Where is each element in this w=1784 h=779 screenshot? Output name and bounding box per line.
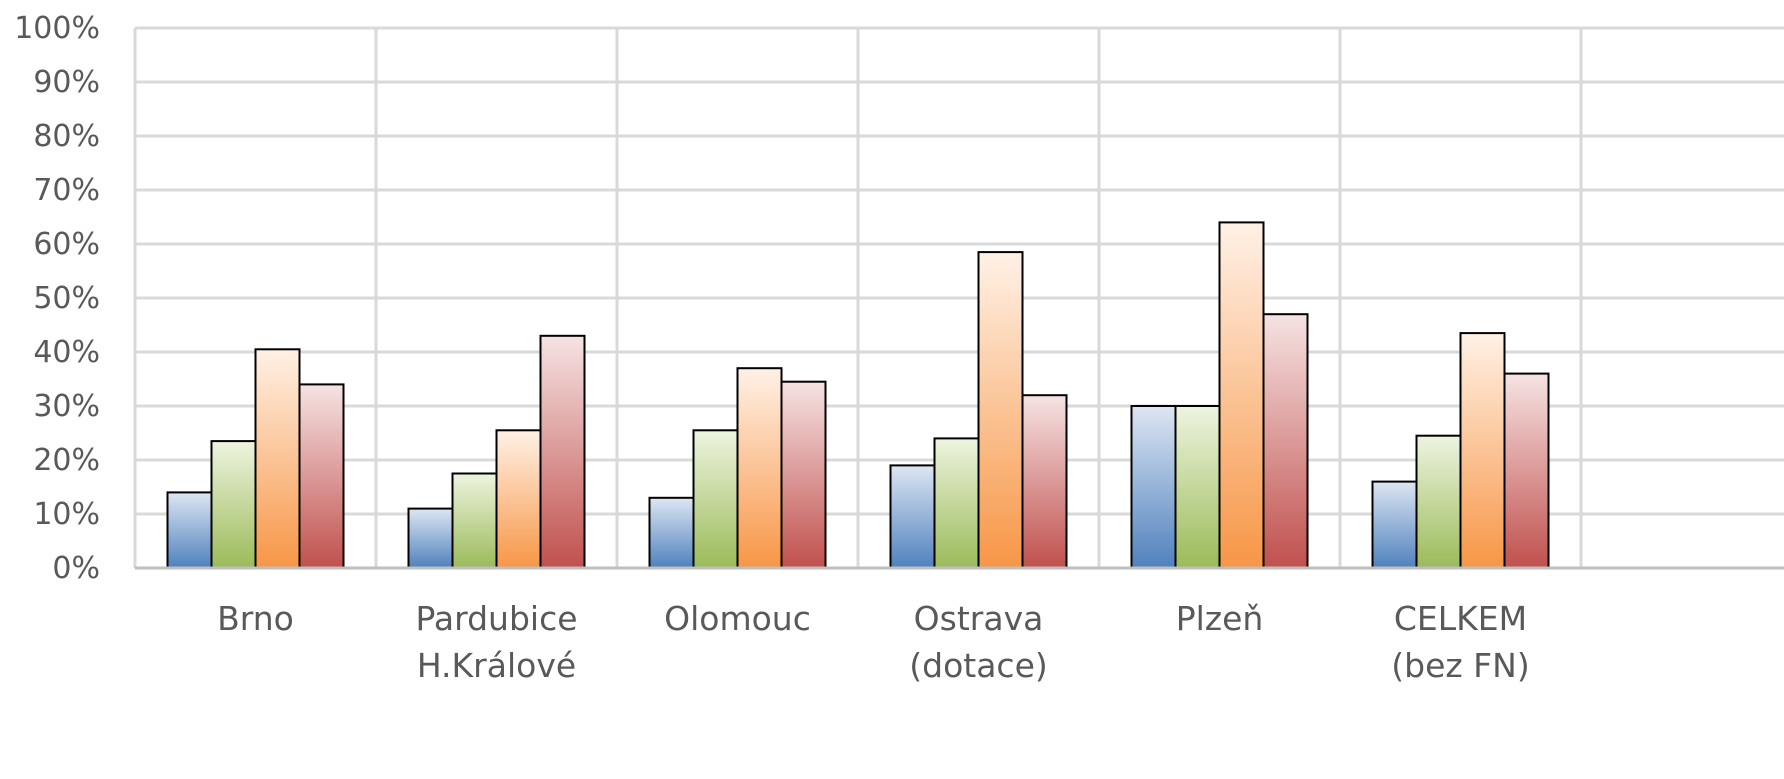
y-tick-label: 60%	[33, 227, 100, 262]
bar-series4-4	[1262, 313, 1309, 570]
bar-series2-3	[933, 437, 980, 569]
bar-series3-1	[495, 429, 542, 569]
bar-series1-5	[1371, 480, 1418, 570]
x-category-label: CELKEM	[1394, 599, 1527, 638]
bar-series2-5	[1415, 434, 1462, 570]
vertical-gridlines	[133, 28, 1583, 568]
x-category-label: Ostrava	[914, 599, 1044, 638]
bar-series4-0	[298, 383, 345, 569]
bar-series1-1	[407, 507, 454, 570]
y-tick-label: 50%	[33, 281, 100, 316]
bar-series3-2	[736, 367, 783, 570]
bar-series3-0	[254, 348, 301, 569]
bar-series1-3	[889, 464, 936, 569]
x-category-label: Brno	[217, 599, 294, 638]
y-tick-label: 70%	[33, 173, 100, 208]
bar-series2-2	[692, 429, 739, 569]
horizontal-gridlines	[135, 26, 1784, 516]
y-tick-label: 80%	[33, 119, 100, 154]
y-tick-label: 100%	[14, 11, 100, 46]
bar-series3-4	[1218, 221, 1265, 569]
x-axis-category-labels: Brno Pardubice H.Králové Olomouc Ostrava (dot…	[217, 599, 1530, 685]
bar-series2-4	[1174, 405, 1221, 569]
bar-series4-2	[780, 380, 827, 570]
bar-series4-3	[1021, 394, 1068, 570]
y-tick-label: 0%	[52, 551, 100, 586]
bar-series2-1	[451, 472, 498, 569]
bar-series2-0	[210, 440, 257, 570]
y-axis-tick-labels: 0% 10% 20% 30% 40% 50% 60% 70% 80% 90% 100%	[14, 11, 100, 586]
y-tick-label: 20%	[33, 443, 100, 478]
x-category-label: (bez FN)	[1391, 646, 1529, 685]
y-tick-label: 30%	[33, 389, 100, 424]
bar-series4-1	[539, 334, 586, 569]
y-tick-label: 90%	[33, 65, 100, 100]
bar-series4-5	[1503, 372, 1550, 569]
bar-series3-5	[1459, 332, 1506, 569]
y-tick-label: 10%	[33, 497, 100, 532]
x-category-label: (dotace)	[909, 646, 1048, 685]
x-category-label: H.Králové	[417, 646, 576, 685]
bar-series1-4	[1130, 405, 1177, 569]
bars	[166, 221, 1550, 570]
bar-series1-2	[648, 496, 695, 569]
x-category-label: Olomouc	[664, 599, 811, 638]
y-tick-label: 40%	[33, 335, 100, 370]
x-category-label: Plzeň	[1176, 599, 1264, 638]
bar-series3-3	[977, 251, 1024, 569]
x-category-label: Pardubice	[415, 599, 577, 638]
bar-series1-0	[166, 491, 213, 569]
